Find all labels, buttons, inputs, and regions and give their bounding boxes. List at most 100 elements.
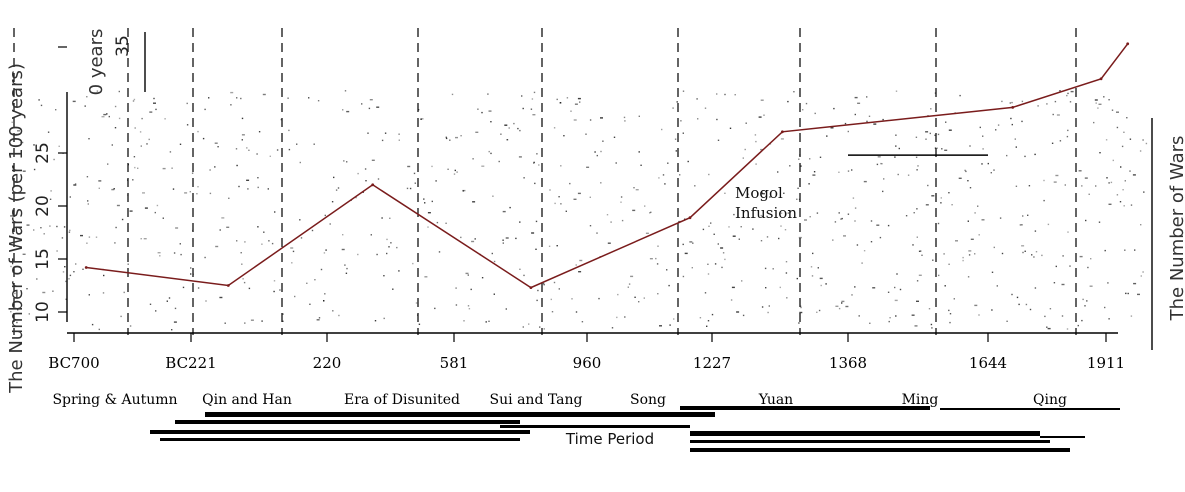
noise-dot (851, 294, 853, 296)
noise-dot (412, 262, 414, 265)
noise-dot (704, 292, 707, 294)
y-tick-label: 15 (33, 248, 53, 270)
noise-dot (186, 124, 189, 126)
noise-dot (734, 94, 736, 96)
noise-dot (420, 118, 422, 120)
noise-dot (554, 202, 556, 205)
noise-dot (1037, 105, 1039, 107)
noise-dot (244, 322, 246, 324)
noise-dot (666, 269, 668, 271)
noise-dot (929, 132, 931, 135)
noise-dot (667, 162, 669, 164)
noise-dot (1140, 224, 1142, 226)
noise-dot (940, 197, 942, 199)
noise-dot (675, 150, 677, 152)
noise-dot (376, 253, 378, 256)
noise-dot (1054, 100, 1057, 103)
noise-dot (967, 220, 969, 222)
noise-dot (111, 188, 115, 191)
noise-dot (616, 316, 618, 319)
noise-dot (447, 168, 449, 170)
noise-dot (1082, 298, 1084, 301)
noise-dot (1047, 327, 1051, 330)
noise-dot (35, 264, 38, 267)
noise-dot (979, 126, 981, 129)
noise-dot (777, 171, 779, 173)
noise-dot (434, 307, 436, 310)
noise-dot (870, 220, 873, 222)
noise-dot (577, 192, 581, 195)
noise-dot (676, 101, 678, 103)
noise-dot (914, 325, 918, 327)
series-point (226, 284, 230, 287)
noise-dot (857, 102, 861, 104)
noise-dot (650, 211, 652, 213)
noise-dot (1046, 326, 1048, 328)
noise-dot (241, 134, 245, 136)
noise-dot (644, 205, 646, 207)
noise-dot (1111, 109, 1114, 111)
noise-dot (288, 148, 291, 151)
x-tick-label: 960 (573, 354, 602, 372)
noise-dot (895, 90, 898, 92)
series-point (688, 216, 692, 220)
noise-dot (523, 177, 525, 179)
noise-dot (1143, 191, 1145, 193)
noise-dot (798, 236, 802, 239)
noise-dot (669, 324, 671, 326)
noise-dot (993, 246, 995, 249)
noise-dot (755, 140, 757, 143)
noise-dot (280, 118, 282, 121)
noise-dot (296, 143, 298, 145)
noise-dot (243, 281, 246, 284)
noise-dot (843, 235, 846, 237)
noise-dot (537, 289, 539, 292)
noise-dot (49, 198, 52, 200)
x-axis-title: Time Period (565, 430, 654, 448)
noise-dot (573, 119, 577, 121)
noise-dot (987, 162, 989, 165)
noise-dot (713, 233, 715, 235)
noise-dot (969, 145, 971, 147)
noise-dot (132, 179, 134, 181)
noise-dot (463, 320, 465, 322)
noise-dot (431, 200, 433, 203)
noise-dot (944, 149, 948, 151)
noise-dot (390, 242, 392, 244)
noise-dot (556, 245, 558, 247)
noise-dot (1106, 177, 1108, 179)
noise-dot (374, 320, 377, 322)
noise-dot (513, 122, 515, 125)
noise-dot (132, 100, 135, 102)
y-tick-label: 35 (113, 35, 133, 57)
noise-dot (978, 234, 980, 236)
noise-dot (917, 165, 919, 167)
noise-dot (758, 116, 762, 118)
period-label: Era of Disunited (344, 392, 460, 408)
footer-bar (175, 420, 520, 424)
noise-dot (406, 187, 409, 190)
noise-dot (556, 98, 558, 101)
noise-dot (948, 263, 950, 265)
noise-dot (261, 243, 263, 245)
noise-dot (472, 201, 476, 203)
noise-dot (535, 248, 537, 250)
noise-dot (291, 262, 293, 264)
noise-dot (490, 152, 492, 155)
noise-dot (262, 93, 266, 96)
noise-dot (949, 321, 951, 324)
noise-dot (585, 133, 587, 135)
noise-dot (869, 322, 871, 324)
noise-dot (785, 261, 788, 263)
noise-dot (261, 320, 263, 322)
noise-dot (189, 191, 191, 193)
noise-dot (880, 162, 882, 165)
noise-dot (49, 225, 51, 227)
footer-bar (690, 431, 1040, 436)
noise-dot (1025, 303, 1028, 306)
noise-dot (953, 298, 955, 300)
noise-dot (581, 321, 584, 323)
noise-dot (247, 188, 249, 190)
noise-dot (797, 187, 799, 189)
noise-dot (148, 138, 150, 141)
